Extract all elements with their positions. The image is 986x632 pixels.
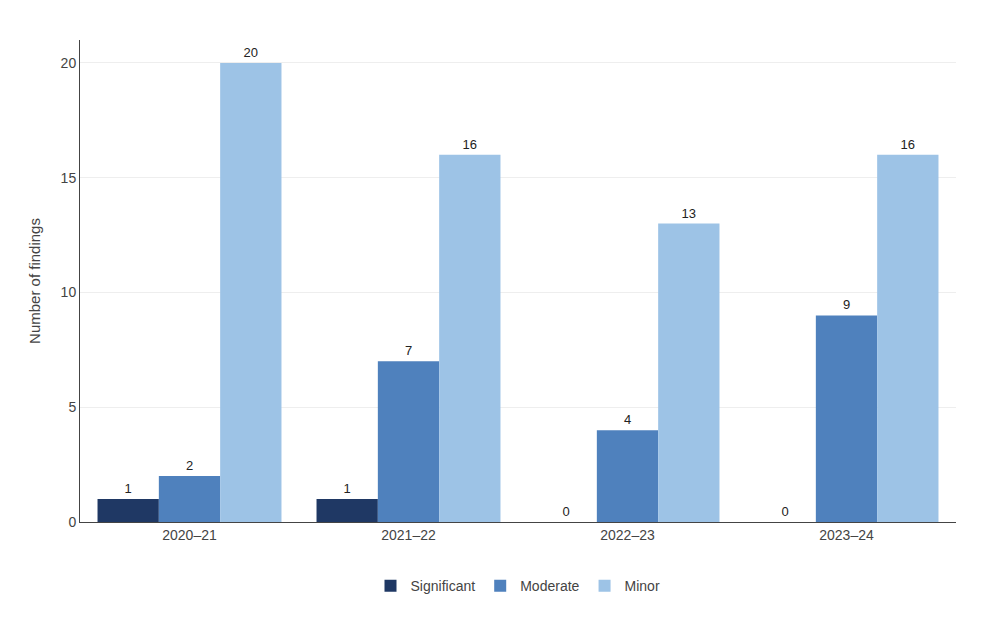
svg-text:13: 13: [682, 206, 696, 221]
svg-text:2021–22: 2021–22: [381, 527, 436, 543]
svg-text:1: 1: [344, 481, 351, 496]
svg-text:20: 20: [244, 45, 258, 60]
svg-text:Number of findings: Number of findings: [26, 218, 43, 344]
svg-text:7: 7: [405, 343, 412, 358]
svg-text:9: 9: [843, 297, 850, 312]
svg-text:0: 0: [68, 514, 76, 530]
svg-text:4: 4: [624, 412, 631, 427]
svg-text:2020–21: 2020–21: [162, 527, 217, 543]
svg-text:1: 1: [125, 481, 132, 496]
svg-text:20: 20: [61, 55, 77, 71]
svg-text:2023–24: 2023–24: [819, 527, 874, 543]
svg-text:5: 5: [68, 399, 76, 415]
svg-text:0: 0: [563, 504, 570, 519]
svg-text:16: 16: [463, 137, 477, 152]
svg-text:10: 10: [61, 284, 77, 300]
svg-text:Minor: Minor: [625, 578, 660, 594]
svg-text:Significant: Significant: [411, 578, 476, 594]
svg-text:15: 15: [61, 170, 77, 186]
svg-text:2022–23: 2022–23: [600, 527, 655, 543]
svg-text:2: 2: [186, 458, 193, 473]
svg-text:0: 0: [782, 504, 789, 519]
svg-text:Moderate: Moderate: [520, 578, 579, 594]
svg-text:16: 16: [901, 137, 915, 152]
